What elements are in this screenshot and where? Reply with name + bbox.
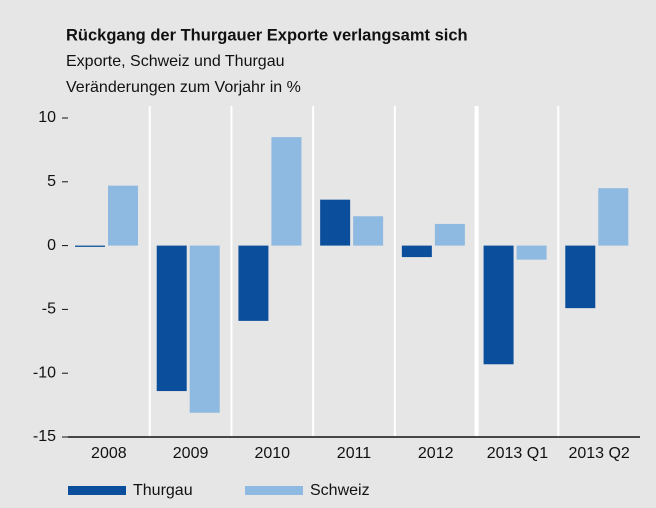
bar bbox=[598, 188, 629, 246]
x-tick-label: 2011 bbox=[337, 445, 372, 462]
x-tick-label: 2013 Q1 bbox=[487, 445, 548, 462]
y-tick-label: 10 bbox=[38, 109, 56, 126]
y-tick-label: -15 bbox=[33, 428, 56, 445]
bar bbox=[320, 199, 351, 246]
bar bbox=[483, 245, 514, 365]
y-tick-label: -10 bbox=[33, 364, 56, 381]
x-tick-label: 2012 bbox=[418, 445, 454, 462]
y-tick-label: -5 bbox=[42, 301, 56, 318]
legend-swatch bbox=[68, 486, 126, 495]
y-tick-label: 5 bbox=[47, 173, 56, 190]
bar bbox=[156, 245, 187, 392]
x-tick-label: 2010 bbox=[254, 445, 290, 462]
bar bbox=[75, 245, 105, 247]
bar bbox=[516, 245, 547, 260]
legend-label: Thurgau bbox=[133, 482, 193, 499]
bar bbox=[189, 245, 220, 413]
bar bbox=[108, 185, 138, 246]
y-tick-label: 0 bbox=[47, 237, 56, 254]
bar bbox=[271, 137, 302, 246]
x-tick-label: 2013 Q2 bbox=[568, 445, 629, 462]
bar bbox=[565, 245, 596, 309]
x-tick-label: 2008 bbox=[91, 445, 127, 462]
bar bbox=[401, 245, 432, 258]
chart-title: Rückgang der Thurgauer Exporte verlangsa… bbox=[66, 26, 468, 44]
x-tick-label: 2009 bbox=[173, 445, 209, 462]
y-axis-label: Veränderungen zum Vorjahr in % bbox=[66, 79, 301, 96]
legend-swatch bbox=[245, 486, 303, 495]
chart-subtitle: Exporte, Schweiz und Thurgau bbox=[66, 53, 285, 70]
bar bbox=[353, 216, 384, 246]
legend-label: Schweiz bbox=[310, 482, 370, 499]
bar bbox=[238, 245, 269, 321]
bar bbox=[434, 223, 465, 246]
